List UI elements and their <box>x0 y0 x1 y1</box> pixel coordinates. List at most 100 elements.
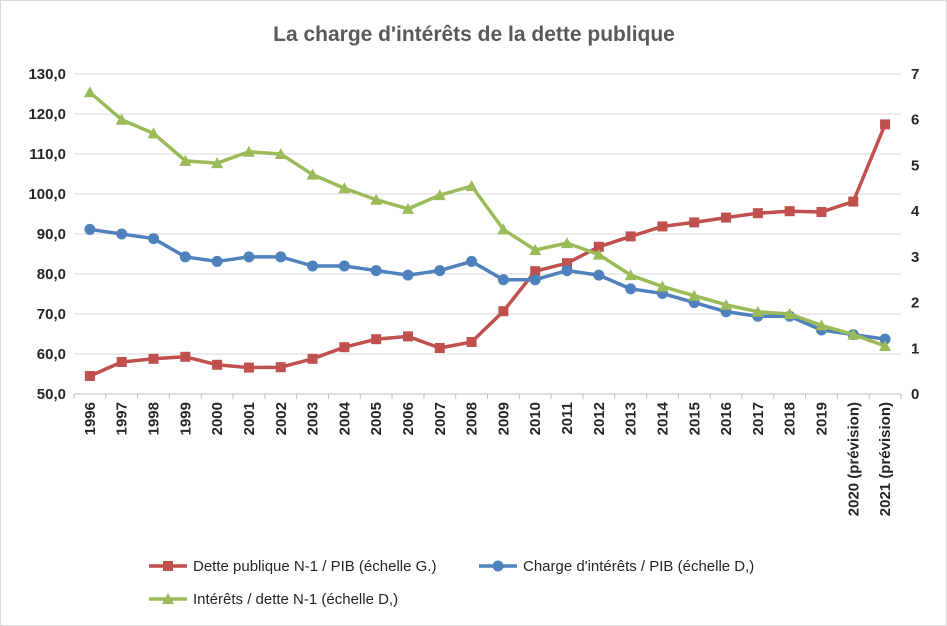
data-point <box>148 233 160 245</box>
data-point <box>497 274 509 286</box>
data-point <box>880 119 891 130</box>
data-point <box>879 333 891 345</box>
left-tick-label: 80,0 <box>37 266 66 283</box>
x-tick-label: 2007 <box>432 402 449 435</box>
data-point <box>593 241 604 252</box>
x-tick-label: 2016 <box>718 402 735 435</box>
x-tick-label: 2003 <box>305 402 322 435</box>
data-point <box>721 212 732 223</box>
data-point <box>179 154 192 166</box>
data-point <box>498 306 509 317</box>
data-point <box>148 353 159 364</box>
data-point <box>83 86 96 98</box>
series-line <box>88 90 886 348</box>
data-point <box>274 148 287 159</box>
x-tick-label: 2011 <box>559 402 576 435</box>
left-tick-label: 120,0 <box>28 106 66 123</box>
data-point <box>211 157 224 169</box>
data-point <box>370 265 382 277</box>
data-point <box>688 289 701 301</box>
x-tick-label: 2018 <box>782 402 799 435</box>
data-point <box>530 266 541 277</box>
right-tick-label: 6 <box>911 112 919 129</box>
data-point <box>689 217 700 228</box>
series-line <box>89 123 887 378</box>
data-point <box>562 258 573 269</box>
data-point <box>179 251 191 263</box>
x-tick-label: 2005 <box>368 402 385 435</box>
series-line <box>89 227 886 341</box>
data-point <box>816 207 827 217</box>
data-point <box>147 127 160 139</box>
data-point <box>307 353 318 364</box>
right-tick-label: 7 <box>911 66 919 83</box>
data-point <box>180 351 191 362</box>
data-point <box>307 260 319 272</box>
x-tick-label: 2017 <box>750 402 767 435</box>
legend-marker <box>163 561 173 571</box>
data-point <box>497 223 510 235</box>
legend-label: Charge d'intérêts / PIB (échelle D,) <box>523 558 754 575</box>
data-point <box>243 251 255 263</box>
data-point <box>466 255 478 267</box>
data-point <box>624 269 637 281</box>
legend-label: Dette publique N-1 / PIB (échelle G.) <box>193 558 436 575</box>
x-tick-label: 1998 <box>146 402 163 435</box>
data-point <box>242 145 255 157</box>
chart-title: La charge d'intérêts de la dette publiqu… <box>273 23 675 46</box>
series-layer <box>83 86 892 381</box>
data-point <box>783 308 796 319</box>
gridlines <box>74 73 901 395</box>
legend-entry: Charge d'intérêts / PIB (échelle D,) <box>479 558 754 575</box>
data-point <box>434 265 446 277</box>
data-point <box>370 193 383 205</box>
legend-marker <box>492 560 504 572</box>
x-tick-label: 2004 <box>336 401 353 435</box>
left-tick-label: 70,0 <box>37 306 66 323</box>
legend-entry: Dette publique N-1 / PIB (échelle G.) <box>149 558 436 575</box>
data-point <box>211 255 223 267</box>
x-tick-label: 2008 <box>464 402 481 435</box>
x-tick-label: 2015 <box>686 402 703 435</box>
data-point <box>815 319 828 331</box>
right-tick-label: 1 <box>911 340 919 357</box>
legend-marker <box>162 593 174 604</box>
data-point <box>401 202 414 214</box>
data-point <box>275 362 286 373</box>
data-point <box>466 337 477 347</box>
left-tick-label: 130,0 <box>28 66 66 83</box>
legend-label: Intérêts / dette N-1 (échelle D,) <box>193 591 398 608</box>
data-point <box>848 196 859 207</box>
x-tick-label: 2021 (prévision) <box>877 402 894 516</box>
data-point <box>625 283 637 295</box>
right-tick-label: 3 <box>911 249 919 266</box>
x-tick-label: 2013 <box>623 402 640 435</box>
data-point <box>212 359 223 370</box>
data-point <box>243 362 254 373</box>
legend: Dette publique N-1 / PIB (échelle G.) Cha… <box>149 558 754 608</box>
right-tick-label: 2 <box>911 295 919 312</box>
data-point <box>115 113 128 125</box>
left-axis: 50,0 60,0 70,0 80,0 90,0 100,0 110,0 120,0 130,0 <box>28 66 66 403</box>
data-point <box>529 244 542 255</box>
data-point <box>116 228 128 240</box>
data-point <box>339 342 350 353</box>
x-tick-label: 2010 <box>527 402 544 435</box>
x-tick-label: 1997 <box>114 402 131 435</box>
x-tick-label: 2006 <box>400 402 417 435</box>
data-point <box>529 274 541 286</box>
data-point <box>433 189 446 201</box>
data-point <box>306 168 319 180</box>
data-point <box>784 206 795 217</box>
right-tick-label: 0 <box>911 386 919 403</box>
x-tick-label: 2014 <box>654 401 671 435</box>
data-point <box>593 269 605 281</box>
data-point <box>338 260 350 272</box>
data-point <box>434 343 445 353</box>
x-tick-label: 2020 (prévision) <box>845 402 862 516</box>
x-tick-label: 2019 <box>813 402 830 435</box>
right-tick-label: 5 <box>911 157 919 174</box>
data-point <box>720 298 733 310</box>
